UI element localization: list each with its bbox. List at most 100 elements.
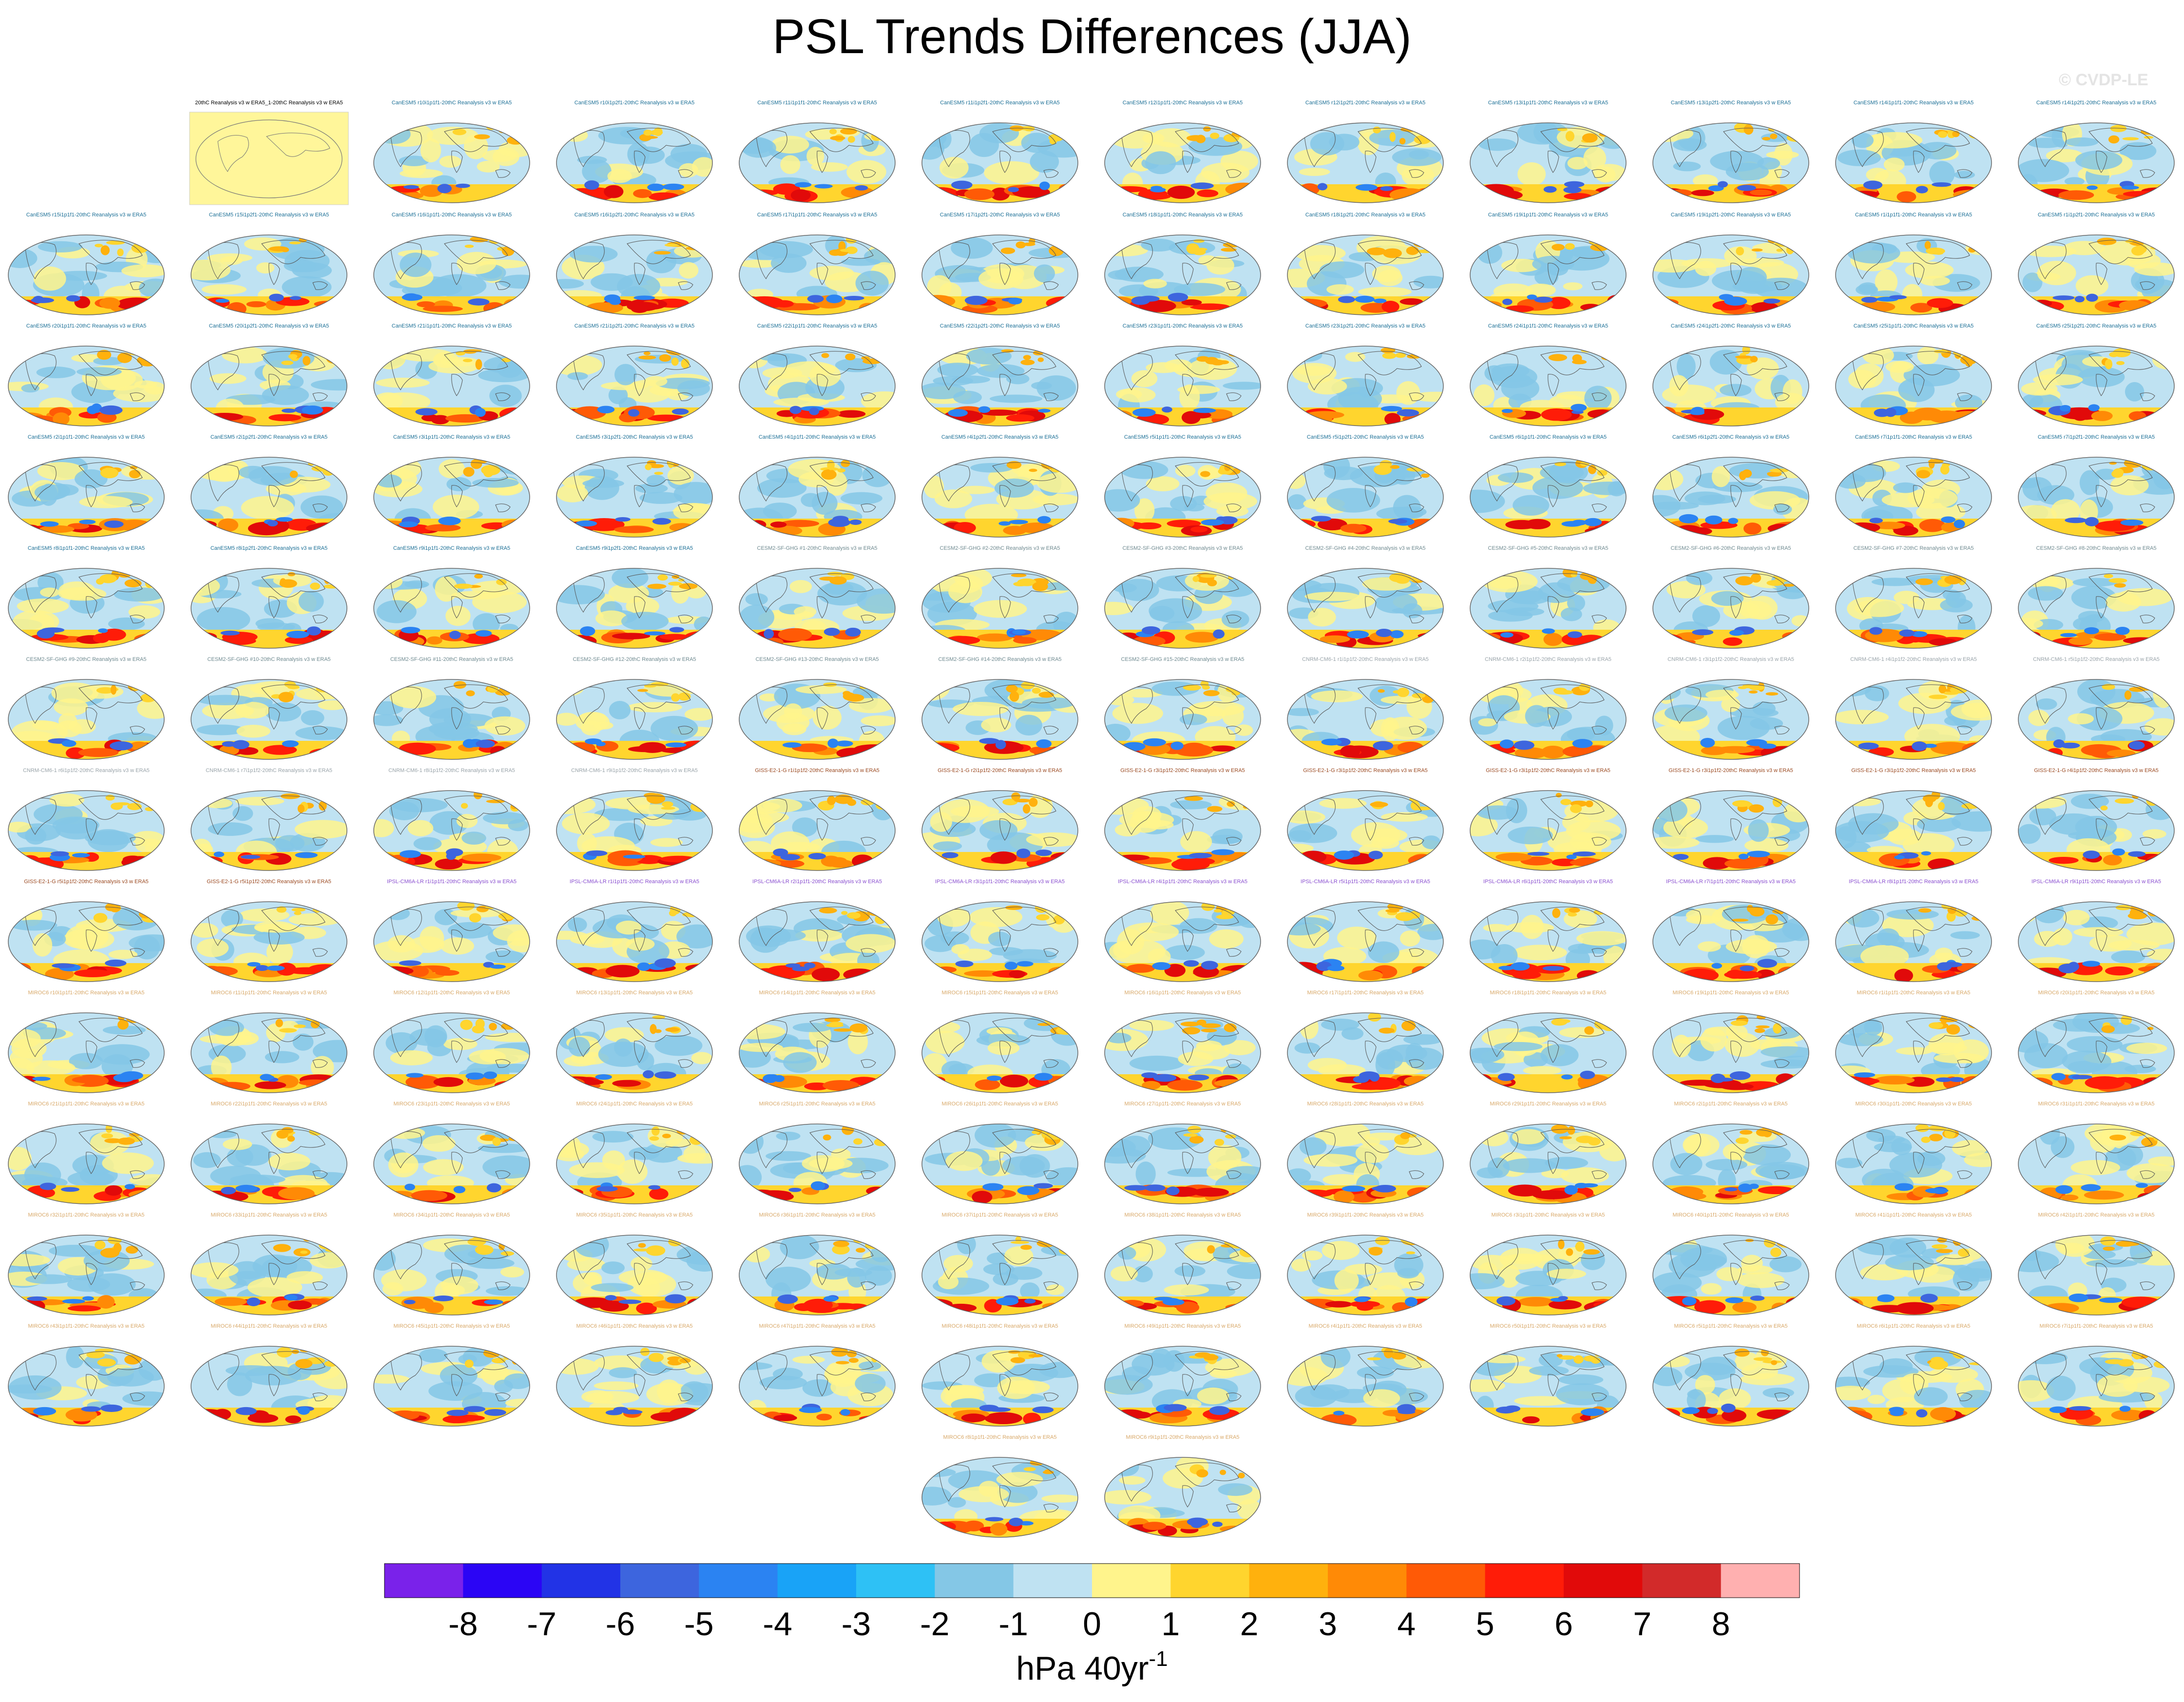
panel-label: CanESM5 r23i1p1f1-20thC Reanalysis v3 w … bbox=[1123, 323, 1243, 329]
map-panel: MIROC6 r5i1p1f1-20thC Reanalysis v3 w ER… bbox=[1652, 1323, 1809, 1427]
map-panel: CanESM5 r11i1p2f1-20thC Reanalysis v3 w … bbox=[921, 100, 1078, 203]
panel-label: IPSL-CM6A-LR r7i1p1f1-20thC Reanalysis v… bbox=[1666, 879, 1796, 885]
panel-label: MIROC6 r23i1p1f1-20thC Reanalysis v3 w E… bbox=[393, 1101, 510, 1107]
panel-label: MIROC6 r4i1p1f1-20thC Reanalysis v3 w ER… bbox=[1309, 1323, 1422, 1329]
map-panel: MIROC6 r7i1p1f1-20thC Reanalysis v3 w ER… bbox=[2018, 1323, 2175, 1427]
map-panel: CESM2-SF-GHG #12-20thC Reanalysis v3 w E… bbox=[556, 657, 713, 760]
panel-label: CanESM5 r2i1p2f1-20thC Reanalysis v3 w E… bbox=[211, 434, 327, 440]
map-panel: MIROC6 r39i1p1f1-20thC Reanalysis v3 w E… bbox=[1287, 1212, 1444, 1315]
panel-label: MIROC6 r46i1p1f1-20thC Reanalysis v3 w E… bbox=[576, 1323, 692, 1329]
panel-label: CanESM5 r18i1p1f1-20thC Reanalysis v3 w … bbox=[1123, 212, 1243, 218]
map-panel: CESM2-SF-GHG #1-20thC Reanalysis v3 w ER… bbox=[739, 545, 896, 649]
map-panel: GISS-E2-1-G r3i1p1f2-20thC Reanalysis v3… bbox=[1652, 768, 1809, 871]
map-panel: MIROC6 r32i1p1f1-20thC Reanalysis v3 w E… bbox=[8, 1212, 165, 1315]
map-panel: IPSL-CM6A-LR r1i1p1f1-20thC Reanalysis v… bbox=[373, 879, 530, 982]
panel-label: CanESM5 r11i1p2f1-20thC Reanalysis v3 w … bbox=[940, 100, 1060, 106]
panel-label: CanESM5 r13i1p1f1-20thC Reanalysis v3 w … bbox=[1488, 100, 1608, 106]
map-panel: MIROC6 r34i1p1f1-20thC Reanalysis v3 w E… bbox=[373, 1212, 530, 1315]
panel-label: MIROC6 r35i1p1f1-20thC Reanalysis v3 w E… bbox=[576, 1212, 692, 1218]
colorbar-swatch bbox=[1721, 1564, 1800, 1598]
map-panel: MIROC6 r23i1p1f1-20thC Reanalysis v3 w E… bbox=[373, 1101, 530, 1204]
panel-label: CanESM5 r9i1p2f1-20thC Reanalysis v3 w E… bbox=[576, 545, 693, 551]
panel-label: MIROC6 r9i1p1f1-20thC Reanalysis v3 w ER… bbox=[1126, 1434, 1240, 1440]
panel-label: GISS-E2-1-G r3i1p1f2-20thC Reanalysis v3… bbox=[1303, 768, 1428, 774]
colorbar-swatch bbox=[1328, 1564, 1407, 1598]
map-panel: MIROC6 r10i1p1f1-20thC Reanalysis v3 w E… bbox=[8, 990, 165, 1093]
panel-label: CanESM5 r15i1p1f1-20thC Reanalysis v3 w … bbox=[26, 212, 146, 218]
map-panel: MIROC6 r17i1p1f1-20thC Reanalysis v3 w E… bbox=[1287, 990, 1444, 1093]
colorbar-swatch bbox=[935, 1564, 1014, 1598]
panel-label: CNRM-CM6-1 r5i1p1f2-20thC Reanalysis v3 … bbox=[2033, 657, 2160, 662]
panel-label: IPSL-CM6A-LR r4i1p1f1-20thC Reanalysis v… bbox=[1118, 879, 1247, 885]
map-panel: CanESM5 r21i1p2f1-20thC Reanalysis v3 w … bbox=[556, 323, 713, 426]
map-panel: MIROC6 r2i1p1f1-20thC Reanalysis v3 w ER… bbox=[1652, 1101, 1809, 1204]
map-panel: CanESM5 r17i1p1f1-20thC Reanalysis v3 w … bbox=[739, 212, 896, 315]
map-panel: MIROC6 r13i1p1f1-20thC Reanalysis v3 w E… bbox=[556, 990, 713, 1093]
panel-label: MIROC6 r42i1p1f1-20thC Reanalysis v3 w E… bbox=[2038, 1212, 2154, 1218]
map-panel: CESM2-SF-GHG #4-20thC Reanalysis v3 w ER… bbox=[1287, 545, 1444, 649]
panel-label: CESM2-SF-GHG #13-20thC Reanalysis v3 w E… bbox=[755, 657, 879, 662]
panel-label: IPSL-CM6A-LR r1i1p1f1-20thC Reanalysis v… bbox=[387, 879, 517, 885]
colorbar-tick-label: -6 bbox=[606, 1605, 635, 1643]
panel-label: GISS-E2-1-G r2i1p1f2-20thC Reanalysis v3… bbox=[938, 768, 1062, 774]
panel-label: CESM2-SF-GHG #8-20thC Reanalysis v3 w ER… bbox=[2036, 545, 2157, 551]
map-panel: MIROC6 r12i1p1f1-20thC Reanalysis v3 w E… bbox=[373, 990, 530, 1093]
panel-label: MIROC6 r32i1p1f1-20thC Reanalysis v3 w E… bbox=[28, 1212, 144, 1218]
colorbar-swatch bbox=[1485, 1564, 1564, 1598]
map-panel: IPSL-CM6A-LR r6i1p1f1-20thC Reanalysis v… bbox=[1470, 879, 1627, 982]
map-panel: MIROC6 r27i1p1f1-20thC Reanalysis v3 w E… bbox=[1104, 1101, 1261, 1204]
panel-label: MIROC6 r25i1p1f1-20thC Reanalysis v3 w E… bbox=[759, 1101, 875, 1107]
map-panel: IPSL-CM6A-LR r3i1p1f1-20thC Reanalysis v… bbox=[921, 879, 1078, 982]
map-panel: CanESM5 r3i1p2f1-20thC Reanalysis v3 w E… bbox=[556, 434, 713, 538]
panel-label: CanESM5 r1i1p2f1-20thC Reanalysis v3 w E… bbox=[2038, 212, 2155, 218]
colorbar-swatch bbox=[384, 1564, 463, 1598]
map-panel: MIROC6 r31i1p1f1-20thC Reanalysis v3 w E… bbox=[2018, 1101, 2175, 1204]
map-panel: CNRM-CM6-1 r8i1p1f2-20thC Reanalysis v3 … bbox=[373, 768, 530, 871]
map-panel: CNRM-CM6-1 r7i1p1f2-20thC Reanalysis v3 … bbox=[191, 768, 347, 871]
panel-label: CNRM-CM6-1 r1i1p1f2-20thC Reanalysis v3 … bbox=[1302, 657, 1429, 662]
panel-label: MIROC6 r49i1p1f1-20thC Reanalysis v3 w E… bbox=[1124, 1323, 1241, 1329]
map-panel: CESM2-SF-GHG #7-20thC Reanalysis v3 w ER… bbox=[1835, 545, 1992, 649]
panel-label: MIROC6 r3i1p1f1-20thC Reanalysis v3 w ER… bbox=[1492, 1212, 1605, 1218]
panel-label: MIROC6 r22i1p1f1-20thC Reanalysis v3 w E… bbox=[211, 1101, 327, 1107]
map-panel: CESM2-SF-GHG #15-20thC Reanalysis v3 w E… bbox=[1104, 657, 1261, 760]
map-panel: CanESM5 r2i1p1f1-20thC Reanalysis v3 w E… bbox=[8, 434, 165, 538]
map-panel: MIROC6 r21i1p1f1-20thC Reanalysis v3 w E… bbox=[8, 1101, 165, 1204]
colorbar-swatch bbox=[1249, 1564, 1328, 1598]
map-panel: MIROC6 r16i1p1f1-20thC Reanalysis v3 w E… bbox=[1104, 990, 1261, 1093]
panel-label: CanESM5 r25i1p2f1-20thC Reanalysis v3 w … bbox=[2036, 323, 2156, 329]
map-panel: CNRM-CM6-1 r1i1p1f2-20thC Reanalysis v3 … bbox=[1287, 657, 1444, 760]
panel-label: MIROC6 r44i1p1f1-20thC Reanalysis v3 w E… bbox=[211, 1323, 327, 1329]
colorbar-tick-label: -2 bbox=[920, 1605, 949, 1643]
colorbar-tick-label: -5 bbox=[684, 1605, 713, 1643]
map-panel: CanESM5 r9i1p1f1-20thC Reanalysis v3 w E… bbox=[373, 545, 530, 649]
map-panel: MIROC6 r4i1p1f1-20thC Reanalysis v3 w ER… bbox=[1287, 1323, 1444, 1427]
panel-label: CNRM-CM6-1 r6i1p1f2-20thC Reanalysis v3 … bbox=[23, 768, 150, 774]
colorbar-tick-label: 1 bbox=[1161, 1605, 1180, 1643]
colorbar-swatch bbox=[1406, 1564, 1486, 1598]
panel-label: CESM2-SF-GHG #5-20thC Reanalysis v3 w ER… bbox=[1488, 545, 1609, 551]
map-panel: MIROC6 r30i1p1f1-20thC Reanalysis v3 w E… bbox=[1835, 1101, 1992, 1204]
panel-label: GISS-E2-1-G r1i1p1f2-20thC Reanalysis v3… bbox=[755, 768, 880, 774]
map-panel: MIROC6 r18i1p1f1-20thC Reanalysis v3 w E… bbox=[1470, 990, 1627, 1093]
colorbar-swatch bbox=[1642, 1564, 1722, 1598]
colorbar-tick-label: 8 bbox=[1712, 1605, 1730, 1643]
colorbar-tick-label: 2 bbox=[1240, 1605, 1259, 1643]
panel-label: MIROC6 r1i1p1f1-20thC Reanalysis v3 w ER… bbox=[1857, 990, 1971, 996]
map-panel: CanESM5 r6i1p1f1-20thC Reanalysis v3 w E… bbox=[1470, 434, 1627, 538]
panel-label: GISS-E2-1-G r3i1p1f2-20thC Reanalysis v3… bbox=[1668, 768, 1793, 774]
colorbar-swatch bbox=[699, 1564, 778, 1598]
map-panel: CanESM5 r25i1p1f1-20thC Reanalysis v3 w … bbox=[1835, 323, 1992, 426]
panel-label: IPSL-CM6A-LR r8i1p1f1-20thC Reanalysis v… bbox=[1849, 879, 1978, 885]
panel-label: CNRM-CM6-1 r3i1p1f2-20thC Reanalysis v3 … bbox=[1667, 657, 1794, 662]
panel-label: MIROC6 r2i1p1f1-20thC Reanalysis v3 w ER… bbox=[1674, 1101, 1788, 1107]
panel-label: CanESM5 r3i1p1f1-20thC Reanalysis v3 w E… bbox=[393, 434, 510, 440]
map-panel: CanESM5 r17i1p2f1-20thC Reanalysis v3 w … bbox=[921, 212, 1078, 315]
panel-label: CanESM5 r19i1p1f1-20thC Reanalysis v3 w … bbox=[1488, 212, 1608, 218]
map-panel: CanESM5 r2i1p2f1-20thC Reanalysis v3 w E… bbox=[191, 434, 347, 538]
colorbar-swatch bbox=[1013, 1564, 1092, 1598]
panel-label: GISS-E2-1-G r4i1p1f2-20thC Reanalysis v3… bbox=[2034, 768, 2159, 774]
map-panel: CNRM-CM6-1 r6i1p1f2-20thC Reanalysis v3 … bbox=[8, 768, 165, 871]
panel-label: MIROC6 r5i1p1f1-20thC Reanalysis v3 w ER… bbox=[1674, 1323, 1788, 1329]
